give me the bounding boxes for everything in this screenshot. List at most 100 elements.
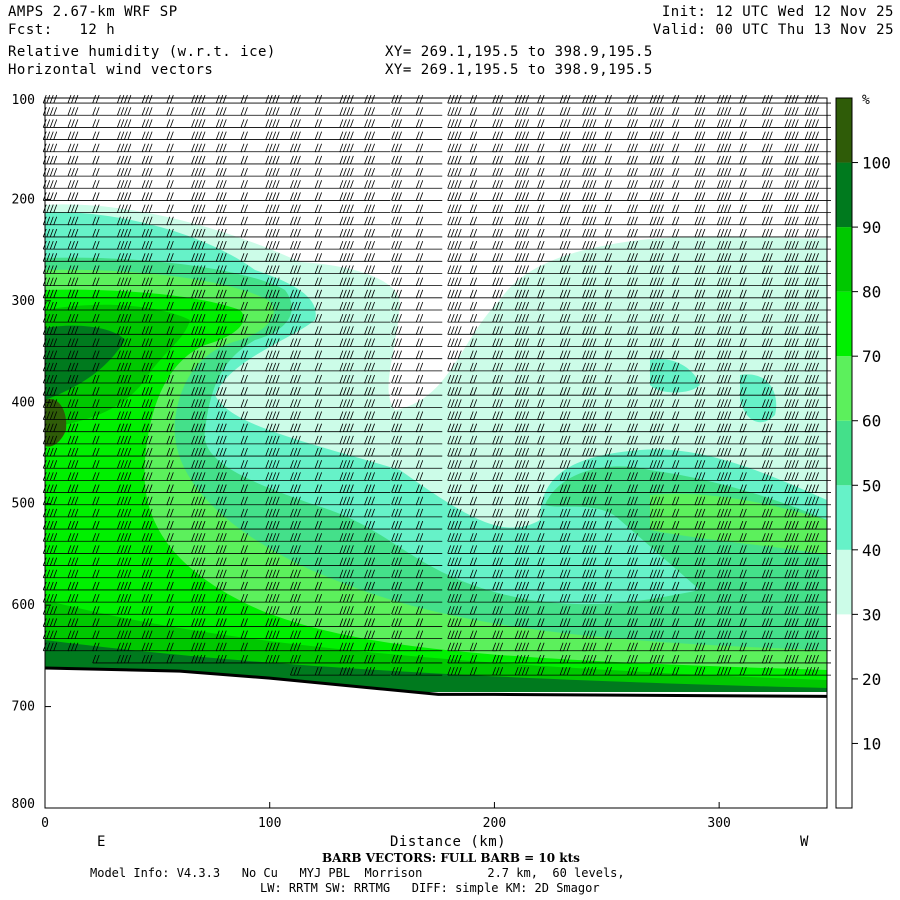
- wind-barb: [191, 533, 218, 542]
- wind-barb: [649, 606, 676, 615]
- wind-barb: [761, 338, 789, 347]
- wind-barb: [215, 423, 243, 433]
- wind-barb: [415, 484, 443, 493]
- wind-barb: [469, 180, 497, 189]
- wind-barb: [415, 374, 443, 384]
- wind-barb: [191, 374, 218, 384]
- wind-barb: [67, 423, 94, 433]
- wind-barb: [492, 301, 519, 311]
- wind-barb: [447, 326, 474, 335]
- wind-barb: [627, 277, 654, 287]
- wind-barb: [265, 593, 292, 603]
- wind-barb: [582, 155, 609, 165]
- wind-barb: [559, 155, 587, 165]
- wind-barb: [716, 520, 744, 530]
- wind-barb: [604, 94, 632, 104]
- wind-barb: [415, 508, 443, 518]
- wind-barb: [761, 374, 789, 384]
- wind-barb: [559, 569, 587, 579]
- wind-barb: [804, 533, 832, 542]
- wind-barb: [42, 180, 70, 189]
- wind-barb: [42, 131, 70, 140]
- wind-barb: [514, 654, 542, 664]
- wind-barb: [672, 630, 699, 640]
- wind-barb: [191, 167, 218, 177]
- wind-barb: [804, 557, 832, 566]
- wind-barb: [42, 119, 70, 128]
- wind-barb: [672, 557, 699, 566]
- wind-barb: [391, 472, 418, 481]
- wind-barb: [42, 143, 70, 153]
- wind-barb: [761, 216, 789, 226]
- wind-barb: [215, 642, 243, 652]
- wind-barb: [447, 533, 474, 542]
- wind-barb: [627, 435, 654, 445]
- x-tick-label: 0: [41, 816, 49, 831]
- wind-barb: [166, 533, 193, 542]
- wind-barb: [215, 630, 243, 640]
- wind-barb: [314, 666, 342, 676]
- wind-barb: [582, 253, 609, 262]
- wind-barb: [514, 240, 542, 250]
- wind-barb: [92, 362, 119, 372]
- wind-barb: [627, 192, 654, 201]
- wind-barb: [191, 411, 218, 420]
- wind-barb: [215, 569, 243, 579]
- wind-barb: [469, 387, 497, 396]
- wind-barb: [92, 143, 119, 153]
- wind-barb: [364, 435, 391, 445]
- wind-barb: [391, 399, 418, 408]
- wind-barb: [694, 484, 721, 493]
- wind-barb: [514, 143, 542, 153]
- wind-barb: [537, 155, 564, 165]
- wind-barb: [694, 289, 721, 299]
- wind-barb: [627, 533, 654, 542]
- wind-barb: [604, 314, 632, 323]
- wind-barb: [67, 606, 94, 615]
- wind-barb: [215, 654, 243, 664]
- wind-barb: [694, 569, 721, 579]
- wind-barb: [67, 94, 94, 104]
- wind-barb: [447, 253, 474, 262]
- wind-barb: [492, 447, 519, 457]
- wind-barb: [364, 508, 391, 518]
- wind-barb: [67, 447, 94, 457]
- wind-barb: [314, 277, 342, 287]
- wind-barb: [804, 606, 832, 615]
- wind-barb: [265, 654, 292, 664]
- wind-barb: [559, 289, 587, 299]
- wind-barb: [492, 180, 519, 189]
- colorbar-tick-label: 40: [862, 541, 881, 560]
- wind-barb: [716, 472, 744, 481]
- wind-barb: [447, 350, 474, 360]
- wind-barb: [265, 435, 292, 445]
- wind-barb: [537, 593, 564, 603]
- wind-barb: [694, 119, 721, 128]
- wind-barb: [314, 301, 342, 311]
- wind-barb: [469, 94, 497, 104]
- wind-barb: [582, 460, 609, 469]
- wind-barb: [415, 411, 443, 420]
- y-tick-label: 400: [12, 395, 35, 410]
- wind-barb: [604, 435, 632, 445]
- wind-barb: [191, 618, 218, 627]
- wind-barb: [582, 593, 609, 603]
- wind-barb: [672, 143, 699, 153]
- wind-barb: [391, 642, 418, 652]
- wind-barb: [716, 606, 744, 615]
- wind-barb: [364, 94, 391, 104]
- wind-barb: [761, 192, 789, 201]
- wind-barb: [492, 642, 519, 652]
- wind-barb: [67, 496, 94, 506]
- colorbar-band: [836, 614, 852, 808]
- wind-barb: [582, 338, 609, 347]
- wind-barb: [716, 228, 744, 238]
- wind-barb: [67, 301, 94, 311]
- wind-barb: [514, 192, 542, 201]
- wind-barb: [265, 301, 292, 311]
- wind-barb: [166, 301, 193, 311]
- wind-barb: [447, 192, 474, 201]
- wind-barb: [364, 180, 391, 189]
- wind-barb: [290, 630, 317, 640]
